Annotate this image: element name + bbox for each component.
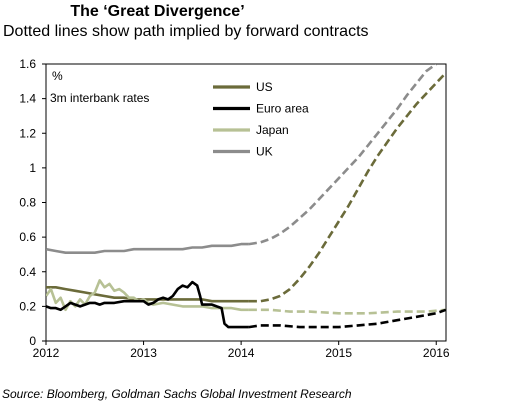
y-tick-label: 0.2 [19,299,36,313]
series-japan-forward [248,308,446,315]
series-uk-forward [248,64,437,246]
x-tick-label: 2012 [33,346,60,360]
x-tick-label: 2016 [423,346,450,360]
x-tick-label: 2013 [130,346,157,360]
y-tick-label: 0 [29,334,36,348]
x-tick-label: 2014 [228,346,255,360]
unit-label: % [52,69,63,83]
y-tick-label: 1.6 [19,57,36,71]
series-us-actual [46,285,249,303]
axes: 0 0.2 0.4 0.6 0.8 1 1.2 1.4 1.6 2012 2013 2014 2015 2… [19,57,450,360]
plot-frame [45,63,447,342]
series-lines [46,64,446,329]
y-tick-label: 0.8 [19,196,36,210]
series-us-forward [248,71,446,303]
y-tick-label: 1 [29,161,36,175]
y-tick-label: 0.4 [19,265,36,279]
chart-subtitle: Dotted lines show path implied by forwar… [3,23,369,40]
legend: US Euro area Japan UK [213,80,309,159]
legend-label: Euro area [256,102,309,116]
series-euro-area-forward [248,308,446,329]
chart-title: The ‘Great Divergence’ [70,3,245,20]
series-euro-area-actual [46,280,249,329]
legend-label: UK [256,145,273,159]
y-axis-label: 3m interbank rates [50,91,149,105]
x-tick-label: 2015 [325,346,352,360]
y-tick-label: 1.2 [19,126,36,140]
source-note: Source: Bloomberg, Goldman Sachs Global … [2,387,352,401]
y-tick-label: 0.6 [19,230,36,244]
legend-label: Japan [256,123,289,137]
series-uk-actual [46,242,249,254]
legend-label: US [256,80,273,94]
y-tick-label: 1.4 [19,92,36,106]
